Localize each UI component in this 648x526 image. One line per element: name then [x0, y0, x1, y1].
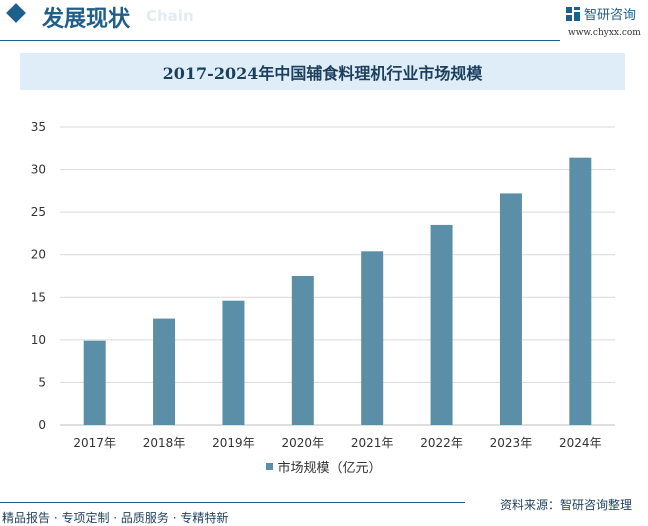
y-tick-label: 10	[31, 333, 46, 347]
x-tick-label: 2019年	[212, 436, 255, 450]
chart-title-banner: 2017-2024年中国辅食料理机行业市场规模	[20, 53, 625, 90]
chart-title: 2017-2024年中国辅食料理机行业市场规模	[162, 63, 483, 83]
bar	[222, 300, 245, 425]
logo-icon	[566, 6, 580, 21]
website-text: www.chyxx.com	[568, 28, 641, 38]
y-tick-label: 35	[31, 120, 46, 134]
logo: 智研咨询	[566, 4, 636, 23]
bar	[83, 340, 106, 425]
bar	[291, 276, 314, 425]
bar	[361, 251, 384, 425]
y-tick-label: 0	[38, 418, 46, 432]
y-tick-label: 30	[31, 163, 46, 177]
header-divider	[0, 40, 560, 41]
x-tick-label: 2024年	[559, 436, 602, 450]
source-note: 资料来源：智研咨询整理	[500, 498, 633, 512]
y-tick-label: 20	[31, 248, 46, 262]
footer-divider	[0, 502, 465, 503]
legend-label: 市场规模（亿元）	[277, 461, 382, 476]
section-subtitle: Chain	[146, 7, 194, 25]
bar	[430, 224, 453, 425]
legend-swatch	[266, 463, 274, 470]
footer-slogan: 精品报告 · 专项定制 · 品质服务 · 专精特新	[2, 511, 229, 525]
x-tick-label: 2023年	[490, 436, 533, 450]
x-tick-label: 2020年	[282, 436, 325, 450]
section-title: 发展现状	[42, 6, 131, 32]
x-tick-label: 2022年	[420, 436, 463, 450]
bar	[569, 157, 592, 425]
legend: 市场规模（亿元）	[0, 457, 648, 476]
y-tick-label: 5	[38, 375, 46, 389]
x-tick-label: 2021年	[351, 436, 394, 450]
bar	[153, 318, 176, 425]
y-tick-label: 15	[31, 290, 46, 304]
logo-text: 智研咨询	[584, 8, 637, 23]
bar	[499, 193, 522, 425]
x-tick-label: 2017年	[73, 436, 116, 450]
y-tick-label: 25	[31, 205, 46, 219]
x-tick-label: 2018年	[143, 436, 186, 450]
